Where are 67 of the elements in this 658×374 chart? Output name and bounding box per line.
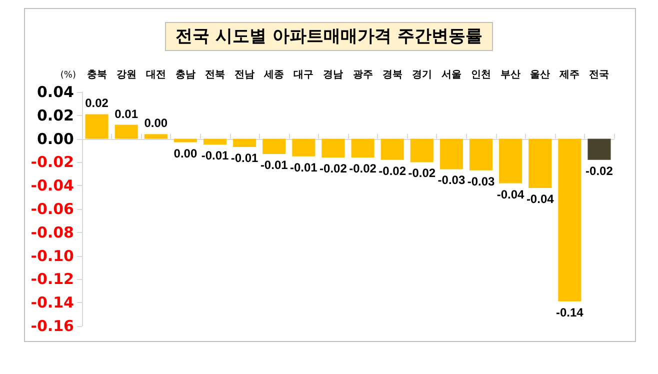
bar: [174, 138, 197, 142]
y-tick-label: -0.06: [30, 200, 74, 218]
bar: [233, 138, 256, 147]
bar: [410, 138, 434, 162]
x-tick-label: 인천: [471, 70, 491, 80]
y-tick-label: -0.16: [30, 317, 74, 335]
data-label: -0.01: [290, 160, 318, 174]
x-tick-label: 서울: [441, 70, 462, 80]
x-tick-label: 충북: [86, 70, 107, 80]
y-tick-label: -0.04: [30, 176, 74, 195]
y-tick-label: 0.02: [36, 106, 74, 124]
bar: [469, 138, 493, 170]
x-tick-label: 강원: [116, 70, 136, 80]
data-label: -0.01: [260, 158, 288, 172]
x-tick-label: 전북: [205, 70, 225, 80]
bar: [440, 138, 463, 170]
y-tick-label: -0.12: [30, 270, 74, 288]
x-tick-label: 제주: [558, 70, 580, 80]
y-tick-label: -0.14: [30, 294, 74, 312]
bar: [380, 138, 404, 160]
x-tick-label: 울산: [530, 70, 550, 80]
bar: [144, 134, 168, 139]
x-tick-label: 충남: [175, 70, 196, 80]
bar: [292, 138, 316, 156]
chart-title: 전국 시도별 아파트매매가격 주간변동률: [176, 26, 482, 46]
x-tick-label: 광주: [352, 70, 373, 80]
x-tick-label: 전국: [589, 70, 610, 80]
data-label: -0.01: [230, 150, 259, 165]
bar: [85, 114, 108, 139]
y-axis-title: (%): [60, 70, 76, 80]
x-tick-label: 경북: [382, 70, 402, 80]
data-label: -0.02: [320, 162, 348, 176]
data-label: 0.02: [85, 96, 109, 110]
bar: [203, 138, 227, 145]
bar: [114, 124, 138, 139]
data-label: -0.03: [438, 173, 466, 188]
x-tick-label: 경남: [323, 70, 344, 80]
y-tick-label: -0.08: [30, 223, 74, 242]
y-tick-label: 0.00: [36, 130, 74, 148]
data-label: -0.01: [201, 148, 229, 163]
data-label: -0.02: [378, 164, 406, 178]
data-label: -0.02: [349, 162, 377, 176]
y-tick-label: -0.10: [30, 246, 74, 265]
x-tick-label: 세종: [263, 70, 284, 80]
x-tick-label: 부산: [500, 70, 521, 80]
data-label: -0.14: [556, 305, 584, 320]
bar: [558, 138, 582, 302]
x-tick-label: 대구: [294, 70, 314, 80]
bar: [322, 138, 345, 158]
data-label: 0.00: [174, 146, 198, 160]
y-tick-label: 0.04: [36, 83, 74, 101]
bar: [499, 138, 522, 184]
data-label: -0.03: [467, 174, 495, 188]
x-tick-label: 경기: [412, 70, 432, 80]
data-label: -0.04: [526, 192, 554, 206]
data-label: -0.02: [586, 164, 614, 178]
x-tick-label: 전남: [234, 70, 255, 80]
y-tick-label: -0.02: [30, 153, 74, 172]
bar: [588, 138, 611, 160]
data-label: 0.01: [114, 106, 138, 121]
x-tick-label: 대전: [146, 70, 166, 80]
bar: [528, 138, 552, 188]
bar: [262, 138, 286, 154]
data-label: 0.00: [144, 116, 168, 130]
bar: [351, 138, 374, 158]
data-label: -0.02: [408, 166, 436, 180]
data-label: -0.04: [496, 187, 525, 202]
